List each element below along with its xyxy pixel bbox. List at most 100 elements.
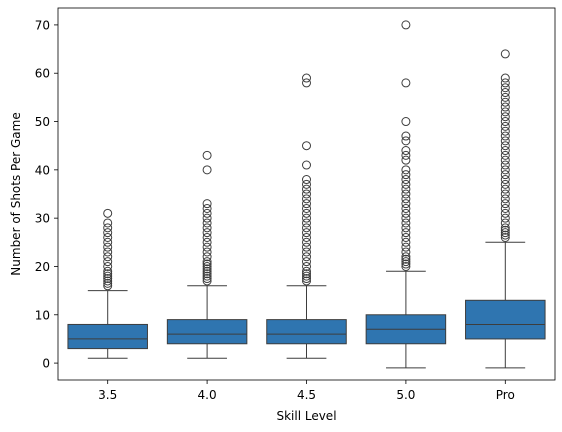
outlier-point: [203, 214, 211, 222]
outlier-point: [104, 233, 112, 241]
x-tick-label: Pro: [496, 388, 515, 402]
outlier-point: [203, 209, 211, 217]
outlier-point: [303, 214, 311, 222]
box-iqr: [167, 320, 247, 344]
plot-marks: [68, 21, 545, 368]
outlier-point: [501, 98, 509, 106]
outlier-point: [501, 171, 509, 179]
outlier-point: [402, 132, 410, 140]
outlier-point: [104, 238, 112, 246]
outlier-point: [104, 248, 112, 256]
outlier-point: [303, 258, 311, 266]
outlier-point: [203, 238, 211, 246]
outlier-point: [203, 243, 211, 251]
x-tick-label: 4.0: [198, 388, 217, 402]
outlier-point: [303, 243, 311, 251]
outlier-point: [501, 204, 509, 212]
outlier-point: [303, 224, 311, 232]
outlier-point: [203, 229, 211, 237]
outlier-point: [402, 219, 410, 227]
outlier-point: [501, 89, 509, 97]
outlier-point: [402, 229, 410, 237]
outlier-point: [402, 243, 410, 251]
outlier-point: [104, 258, 112, 266]
outlier-point: [303, 219, 311, 227]
outlier-point: [203, 204, 211, 212]
outlier-point: [203, 151, 211, 159]
outlier-point: [402, 147, 410, 155]
outlier-point: [501, 74, 509, 82]
y-tick-label: 60: [35, 67, 50, 81]
outlier-point: [402, 151, 410, 159]
outlier-point: [501, 180, 509, 188]
y-tick-label: 70: [35, 18, 50, 32]
outlier-point: [203, 219, 211, 227]
outlier-point: [402, 195, 410, 203]
outlier-point: [402, 156, 410, 164]
outlier-point: [303, 200, 311, 208]
y-tick-label: 10: [35, 308, 50, 322]
outlier-point: [402, 214, 410, 222]
y-tick-label: 30: [35, 212, 50, 226]
outlier-point: [203, 200, 211, 208]
box-group-5.0: [366, 21, 446, 368]
box-iqr: [68, 324, 148, 348]
outlier-point: [303, 185, 311, 193]
outlier-point: [501, 122, 509, 130]
outlier-point: [501, 200, 509, 208]
outlier-point: [303, 253, 311, 261]
y-tick-label: 50: [35, 115, 50, 129]
x-axis-label: Skill Level: [276, 409, 336, 423]
box-group-Pro: [466, 50, 546, 368]
outlier-point: [402, 137, 410, 145]
box-group-4.5: [267, 74, 347, 358]
outlier-point: [303, 190, 311, 198]
outlier-point: [104, 209, 112, 217]
outlier-point: [402, 238, 410, 246]
outlier-point: [501, 185, 509, 193]
outlier-point: [104, 229, 112, 237]
outlier-point: [501, 137, 509, 145]
outlier-point: [303, 204, 311, 212]
outlier-point: [203, 166, 211, 174]
outlier-point: [501, 108, 509, 116]
y-tick-label: 40: [35, 163, 50, 177]
outlier-point: [104, 253, 112, 261]
outlier-point: [501, 214, 509, 222]
outlier-point: [203, 248, 211, 256]
outlier-point: [501, 113, 509, 121]
box-iqr: [466, 300, 546, 339]
outlier-point: [501, 142, 509, 150]
outlier-point: [501, 118, 509, 126]
outlier-point: [303, 74, 311, 82]
outlier-point: [501, 132, 509, 140]
outlier-point: [402, 171, 410, 179]
outlier-point: [501, 161, 509, 169]
outlier-point: [501, 209, 509, 217]
box-group-3.5: [68, 209, 148, 358]
outlier-point: [402, 209, 410, 217]
outlier-point: [402, 166, 410, 174]
outlier-point: [303, 79, 311, 87]
outlier-point: [402, 190, 410, 198]
box-iqr: [267, 320, 347, 344]
outlier-point: [501, 190, 509, 198]
outlier-point: [104, 219, 112, 227]
outlier-point: [402, 233, 410, 241]
outlier-point: [303, 229, 311, 237]
y-axis-label: Number of Shots Per Game: [9, 112, 23, 275]
outlier-point: [303, 176, 311, 184]
outlier-point: [303, 233, 311, 241]
outlier-point: [303, 209, 311, 217]
outlier-point: [303, 195, 311, 203]
outlier-point: [303, 161, 311, 169]
outlier-point: [501, 151, 509, 159]
outlier-point: [402, 185, 410, 193]
outlier-point: [402, 204, 410, 212]
y-tick-label: 20: [35, 260, 50, 274]
outlier-point: [501, 50, 509, 58]
outlier-point: [303, 142, 311, 150]
outlier-point: [402, 180, 410, 188]
outlier-point: [501, 147, 509, 155]
outlier-point: [402, 224, 410, 232]
